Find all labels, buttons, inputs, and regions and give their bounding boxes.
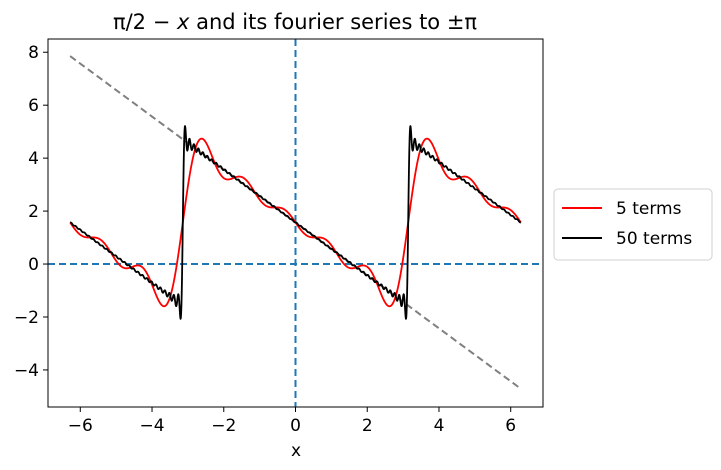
plot-content [48, 39, 543, 407]
x-tick-label: 4 [434, 416, 445, 436]
x-tick-label: 0 [290, 416, 301, 436]
y-tick-label: 0 [28, 255, 39, 275]
series-line-50-terms [69, 125, 522, 320]
x-tick-label: −4 [139, 416, 164, 436]
legend-label: 50 terms [616, 229, 692, 249]
title-left: π/2 − [113, 10, 177, 34]
x-tick-label: −6 [68, 416, 93, 436]
y-tick-label: 4 [28, 149, 39, 169]
y-tick-label: −4 [14, 361, 39, 381]
legend-label: 5 terms [616, 199, 682, 219]
x-tick-label: −2 [211, 416, 236, 436]
plot-area [47, 38, 544, 408]
legend-box [553, 188, 713, 261]
chart-title: π/2 − x and its fourier series to ±π [113, 10, 477, 34]
y-tick-label: 2 [28, 202, 39, 222]
y-tick-label: 6 [28, 96, 39, 116]
y-tick-label: −2 [14, 308, 39, 328]
axis-ticks: −6 −4 −2 0 2 4 6 −4 −2 0 2 4 6 8 [14, 43, 516, 436]
x-axis-label: x [291, 441, 301, 461]
title-var: x [176, 10, 190, 34]
title-right: and its fourier series to ±π [189, 10, 477, 34]
legend: 5 terms 50 terms [553, 188, 713, 261]
y-tick-label: 8 [28, 43, 39, 63]
x-tick-label: 2 [362, 416, 373, 436]
x-tick-label: 6 [505, 416, 516, 436]
